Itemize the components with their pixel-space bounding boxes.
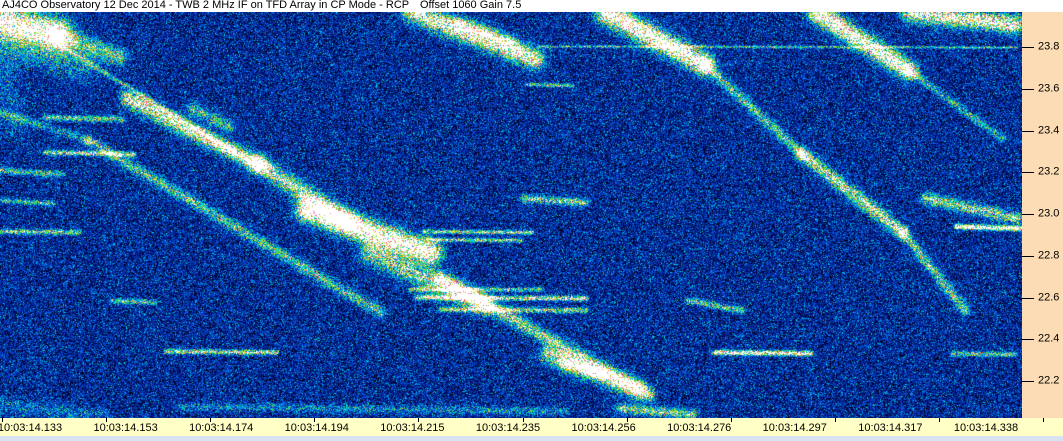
frequency-tick-label: 23.2 — [1038, 165, 1060, 178]
frequency-tick — [1022, 88, 1034, 90]
frequency-tick-label: 22.2 — [1038, 374, 1060, 387]
time-tick — [938, 418, 940, 422]
window-frame-bottom — [0, 436, 1063, 441]
frequency-tick-label: 23.4 — [1038, 124, 1060, 136]
time-tick-label: 10:03:14.153 — [93, 422, 158, 434]
time-tick-label: 10:03:14.174 — [189, 422, 254, 434]
frequency-tick-label: 23.6 — [1038, 82, 1060, 95]
time-tick — [626, 418, 628, 422]
frequency-tick-label: 22.6 — [1038, 291, 1060, 303]
frequency-tick — [1022, 214, 1034, 215]
time-tick-label: 10:03:14.133 — [0, 422, 63, 434]
offset-gain-readout: Offset 1060 Gain 7.5 — [420, 0, 522, 11]
frequency-tick — [1022, 172, 1034, 174]
time-tick — [314, 418, 316, 422]
time-tick — [834, 418, 836, 422]
time-tick — [106, 418, 108, 422]
time-tick-label: 10:03:14.276 — [667, 422, 732, 434]
time-tick-label: 10:03:14.215 — [380, 422, 445, 434]
time-tick — [210, 418, 212, 422]
time-tick-label: 10:03:14.256 — [571, 422, 636, 434]
frequency-tick — [1022, 339, 1034, 341]
frequency-tick-label: 22.4 — [1038, 332, 1060, 345]
frequency-tick-label: 22.8 — [1038, 249, 1060, 262]
title-bar: AJ4CO Observatory 12 Dec 2014 - TWB 2 MH… — [0, 0, 1063, 12]
time-tick-label: 10:03:14.317 — [858, 422, 923, 434]
time-tick-label: 10:03:14.235 — [475, 422, 541, 434]
time-tick — [2, 418, 3, 422]
frequency-tick — [1022, 297, 1034, 299]
frequency-tick — [1022, 47, 1034, 48]
time-tick-label: 10:03:14.297 — [762, 422, 827, 434]
frequency-tick — [1022, 381, 1034, 382]
frequency-tick — [1022, 255, 1034, 257]
time-tick — [522, 418, 524, 422]
time-tick — [418, 418, 420, 422]
time-tick — [730, 418, 732, 422]
frequency-tick — [1022, 130, 1034, 132]
spectrogram-canvas[interactable] — [0, 12, 1022, 418]
frequency-tick-label: 23.8 — [1038, 40, 1060, 53]
observation-title: AJ4CO Observatory 12 Dec 2014 - TWB 2 MH… — [2, 0, 410, 11]
time-tick-label: 10:03:14.194 — [284, 422, 349, 434]
time-tick-label: 10:03:14.338 — [953, 422, 1019, 434]
time-tick — [1043, 418, 1044, 422]
frequency-axis: 23.8 23.6 23.4 23.2 23.0 22.8 22.6 22.4 22.2 — [1022, 12, 1063, 418]
time-axis: 10:03:14.133 10:03:14.153 10:03:14.174 10:0… — [0, 418, 1063, 436]
frequency-tick-label: 23.0 — [1038, 207, 1060, 220]
